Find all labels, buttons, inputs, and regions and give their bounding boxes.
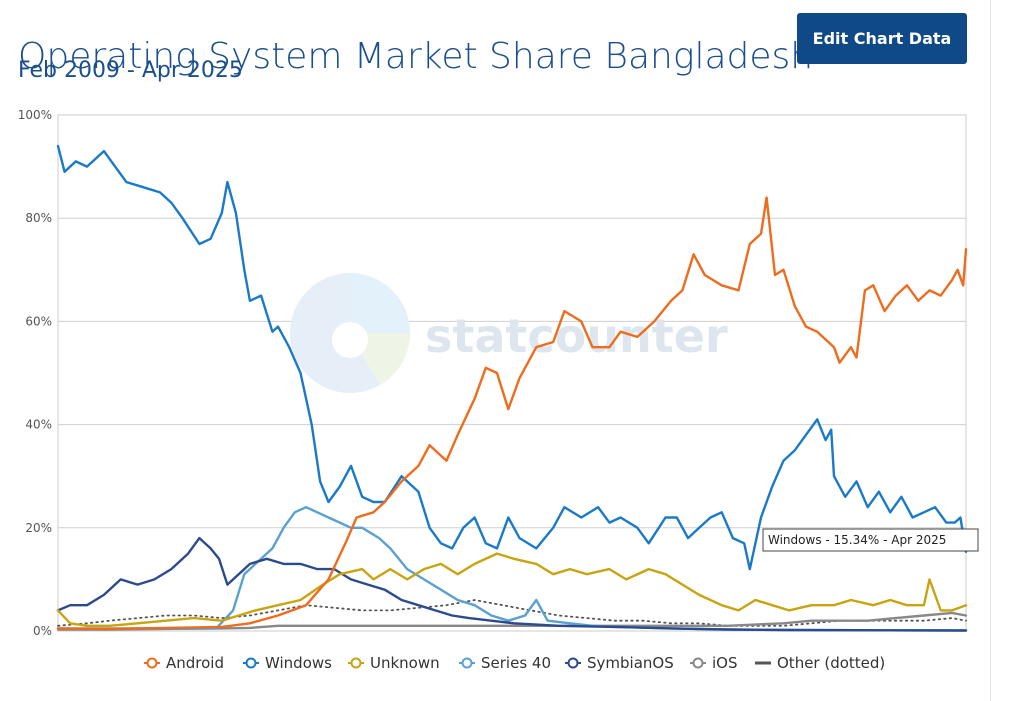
page-subtitle: Feb 2009 - Apr 2025 [18,58,243,83]
watermark-logo-center [332,322,368,358]
series-line-symbianos[interactable] [56,536,968,632]
series-line-windows[interactable] [56,144,968,571]
series-line-unknown[interactable] [56,552,968,627]
legend-label: Unknown [370,654,440,672]
legend-item-series-40[interactable]: Series 40 [459,654,551,672]
series-line-android[interactable] [56,196,968,631]
legend-item-ios[interactable]: iOS [690,654,738,672]
legend: Android Windows Unknown Series 40 SymbianOS i… [144,654,885,672]
legend-marker [461,657,473,669]
legend-label: Android [166,654,224,672]
y-tick-label: 20% [25,521,52,535]
series-line-series-40[interactable] [56,506,968,632]
y-axis-ticks: 0% 20% 40% 60% 80% 100% [18,108,52,638]
legend-marker [245,657,257,669]
legend-item-android[interactable]: Android [144,654,224,672]
plot-area [57,114,967,632]
legend-label: Other (dotted) [777,654,885,672]
watermark-logo-slice [350,273,410,333]
y-tick-label: 80% [25,211,52,225]
legend-label: Series 40 [481,654,551,672]
legend-item-windows[interactable]: Windows [243,654,332,672]
legend-item-symbianos[interactable]: SymbianOS [565,654,674,672]
y-tick-label: 0% [33,624,52,638]
market-share-chart: statcounter 0%20%40%60%80%100% Android Wi… [18,108,979,672]
legend-item-other-dotted[interactable]: Other (dotted) [755,654,885,672]
y-tick-label: 100% [18,108,52,122]
page-title: Operating System Market Share Bangladesh [18,36,814,78]
legend-label: SymbianOS [587,654,674,672]
edit-chart-data-button[interactable]: Edit Chart Data [797,13,967,64]
series-lines [56,144,968,632]
legend-marker [567,657,579,669]
series-line-other-dotted[interactable] [57,599,967,627]
legend-marker [692,657,704,669]
tooltip: Windows - 15.34% - Apr 2025 [762,528,979,552]
side-divider [990,0,991,701]
tooltip-box [762,528,979,552]
legend-label: Windows [265,654,332,672]
legend-marker [146,657,158,669]
tooltip-text: Windows - 15.34% - Apr 2025 [768,533,946,547]
legend-marker [350,657,362,669]
y-tick-label: 40% [25,418,52,432]
y-tick-label: 60% [25,314,52,328]
legend-item-unknown[interactable]: Unknown [348,654,440,672]
legend-label: iOS [712,654,738,672]
